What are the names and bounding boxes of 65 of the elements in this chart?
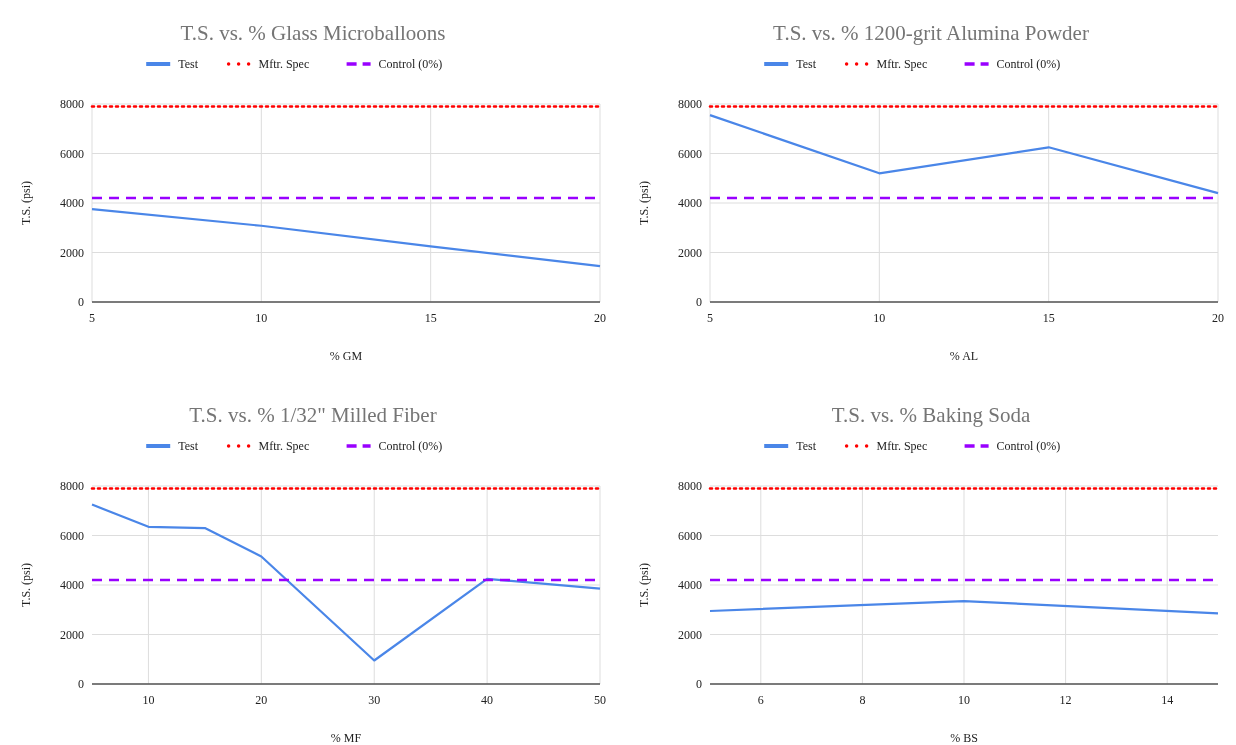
x-axis-title: % GM <box>329 349 363 363</box>
y-tick-label: 0 <box>78 677 84 692</box>
x-tick-label: 5 <box>707 311 713 325</box>
y-tick-label: 8000 <box>678 479 702 494</box>
line-series <box>708 114 1220 195</box>
legend-label: Test <box>178 439 199 453</box>
y-tick-label: 4000 <box>60 196 84 211</box>
legend-label: Mftr. Spec <box>876 439 928 453</box>
y-tick-label: 4000 <box>678 578 702 593</box>
x-tick-label: 30 <box>368 693 381 707</box>
x-tick-label: 10 <box>142 693 155 707</box>
legend-label: Control (0%) <box>378 439 443 453</box>
x-tick-label: 15 <box>424 311 437 325</box>
legend-label: Control (0%) <box>996 57 1061 71</box>
legend-label: Mftr. Spec <box>876 57 928 71</box>
y-tick-label: 2000 <box>60 627 84 642</box>
x-tick-label: 10 <box>873 311 886 325</box>
x-axis-title: % MF <box>330 731 362 745</box>
y-tick-label: 6000 <box>60 528 84 543</box>
legend-label: Mftr. Spec <box>258 57 310 71</box>
y-tick-label: 8000 <box>678 97 702 112</box>
y-tick-label: 6000 <box>678 528 702 543</box>
legend-label: Test <box>796 57 817 71</box>
x-tick-label: 20 <box>255 693 268 707</box>
x-tick-label: 20 <box>1212 311 1224 325</box>
x-tick-label: 5 <box>89 311 95 325</box>
legend-label: Test <box>796 439 817 453</box>
legend-label: Control (0%) <box>378 57 443 71</box>
y-tick-label: 2000 <box>678 627 702 642</box>
y-tick-label: 0 <box>696 677 702 692</box>
x-tick-label: 8 <box>859 693 866 707</box>
y-tick-label: 8000 <box>60 97 84 112</box>
y-tick-label: 0 <box>78 295 84 310</box>
y-tick-label: 6000 <box>60 146 84 161</box>
y-tick-label: 4000 <box>678 196 702 211</box>
y-axis-title: T.S. (psi) <box>19 562 33 608</box>
x-tick-label: 20 <box>594 311 606 325</box>
y-tick-label: 2000 <box>60 245 84 260</box>
y-tick-label: 4000 <box>60 578 84 593</box>
x-tick-label: 40 <box>481 693 494 707</box>
y-tick-label: 6000 <box>678 146 702 161</box>
y-axis-title: T.S. (psi) <box>19 180 33 226</box>
x-axis-title: % AL <box>949 349 979 363</box>
line-series <box>90 503 602 662</box>
y-axis-title: T.S. (psi) <box>637 562 651 608</box>
x-tick-label: 14 <box>1161 693 1174 707</box>
line-series <box>90 208 602 268</box>
y-axis-title: T.S. (psi) <box>637 180 651 226</box>
y-tick-label: 8000 <box>60 479 84 494</box>
chart-title: T.S. vs. % Baking Soda <box>831 403 1031 427</box>
chart-title: T.S. vs. % Glass Microballoons <box>180 21 446 45</box>
x-tick-label: 6 <box>757 693 764 707</box>
chart-title: T.S. vs. % 1/32" Milled Fiber <box>189 403 437 427</box>
x-tick-label: 10 <box>255 311 268 325</box>
legend-label: Control (0%) <box>996 439 1061 453</box>
x-tick-label: 50 <box>594 693 606 707</box>
x-tick-label: 10 <box>958 693 970 707</box>
y-tick-label: 2000 <box>678 245 702 260</box>
legend-label: Mftr. Spec <box>258 439 310 453</box>
legend-label: Test <box>178 57 199 71</box>
x-tick-label: 12 <box>1059 693 1072 707</box>
x-tick-label: 15 <box>1042 311 1055 325</box>
y-tick-label: 0 <box>696 295 702 310</box>
chart-title: T.S. vs. % 1200-grit Alumina Powder <box>773 21 1089 45</box>
x-axis-title: % BS <box>950 731 978 745</box>
